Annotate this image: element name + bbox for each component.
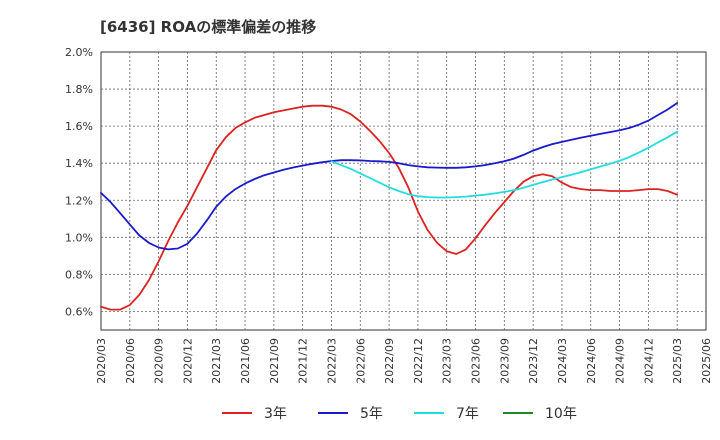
x-tick-label: 2021/12	[297, 338, 310, 384]
x-tick-label: 2022/06	[354, 338, 367, 384]
grid-lines	[101, 52, 706, 330]
x-tick-label: 2024/03	[556, 338, 569, 384]
series-line-3	[330, 130, 679, 199]
x-tick-label: 2020/06	[124, 338, 137, 384]
x-tick-label: 2021/09	[268, 338, 281, 384]
y-tick-label: 2.0%	[65, 46, 93, 59]
x-tick-label: 2024/12	[642, 338, 655, 384]
series-lines	[100, 102, 679, 311]
chart-title: [6436] ROAの標準偏差の推移	[100, 18, 316, 36]
x-tick-label: 2022/09	[383, 338, 396, 384]
y-tick-label: 0.6%	[65, 305, 93, 318]
legend: 3年 5年 7年 10年	[222, 406, 577, 422]
x-tick-label: 2020/03	[95, 338, 108, 384]
x-tick-label: 2024/06	[585, 338, 598, 384]
y-tick-label: 1.8%	[65, 83, 93, 96]
x-tick-label: 2025/03	[671, 338, 684, 384]
x-tick-label: 2023/12	[527, 338, 540, 384]
y-tick-label: 0.8%	[65, 268, 93, 281]
legend-label-4: 10年	[545, 406, 577, 422]
y-tick-label: 1.4%	[65, 157, 93, 170]
legend-label-2: 5年	[360, 406, 383, 422]
x-tick-label: 2023/09	[498, 338, 511, 384]
x-tick-label: 2020/09	[153, 338, 166, 384]
x-tick-label: 2022/12	[412, 338, 425, 384]
y-tick-label: 1.0%	[65, 231, 93, 244]
x-tick-label: 2022/03	[325, 338, 338, 384]
x-tick-label: 2023/06	[470, 338, 483, 384]
x-tick-label: 2021/06	[239, 338, 252, 384]
series-line-1	[100, 104, 679, 311]
legend-label-3: 7年	[456, 406, 479, 422]
y-tick-label: 1.6%	[65, 120, 93, 133]
series-line-2	[100, 102, 679, 251]
x-tick-label: 2023/03	[441, 338, 454, 384]
x-axis: 2020/03 2020/06 2020/09 2020/12 2021/03 2021/…	[95, 338, 713, 384]
x-tick-label: 2025/06	[700, 338, 713, 384]
legend-label-1: 3年	[264, 406, 287, 422]
y-axis: 0.6% 0.8% 1.0% 1.2% 1.4% 1.6% 1.8% 2.0%	[65, 46, 93, 318]
x-tick-label: 2021/03	[210, 338, 223, 384]
y-tick-label: 1.2%	[65, 194, 93, 207]
x-tick-label: 2020/12	[181, 338, 194, 384]
x-tick-label: 2024/09	[614, 338, 627, 384]
